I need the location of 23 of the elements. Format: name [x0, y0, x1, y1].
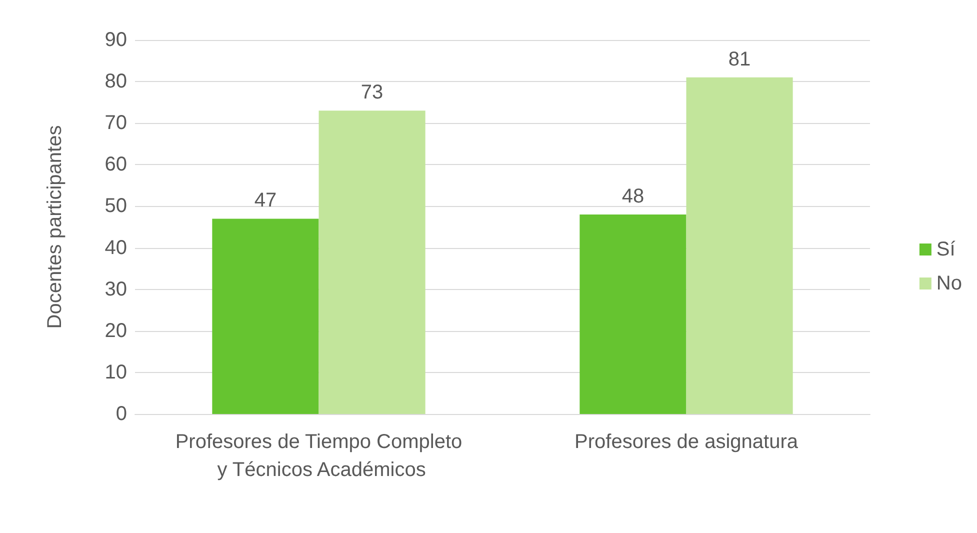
y-tick-label: 40 — [104, 236, 127, 259]
legend-label: No — [936, 272, 962, 294]
data-label: 48 — [622, 186, 644, 208]
y-tick-label: 0 — [116, 403, 127, 425]
x-tick-label: Profesores de asignatura — [574, 431, 799, 453]
bar — [318, 110, 426, 414]
y-axis-title: Docentes participantes — [44, 125, 66, 329]
bar — [580, 214, 686, 414]
data-label: 81 — [728, 48, 751, 70]
y-tick-label: 50 — [104, 195, 127, 218]
bar — [212, 218, 319, 414]
y-tick-label: 30 — [104, 278, 127, 300]
x-tick-label: Profesores de Tiempo Completo y Técnicos Académicos — [175, 431, 462, 481]
y-tick-label: 70 — [104, 112, 127, 134]
y-tick-label: 90 — [104, 29, 127, 51]
bar — [686, 77, 793, 414]
data-label: 73 — [360, 82, 384, 104]
y-tick-label: 20 — [104, 320, 127, 342]
data-label: 47 — [254, 190, 277, 212]
legend-label: Sí — [936, 238, 956, 260]
y-tick-label: 10 — [104, 361, 127, 384]
y-tick-label: 80 — [104, 70, 127, 93]
y-tick-label: 60 — [104, 154, 127, 176]
